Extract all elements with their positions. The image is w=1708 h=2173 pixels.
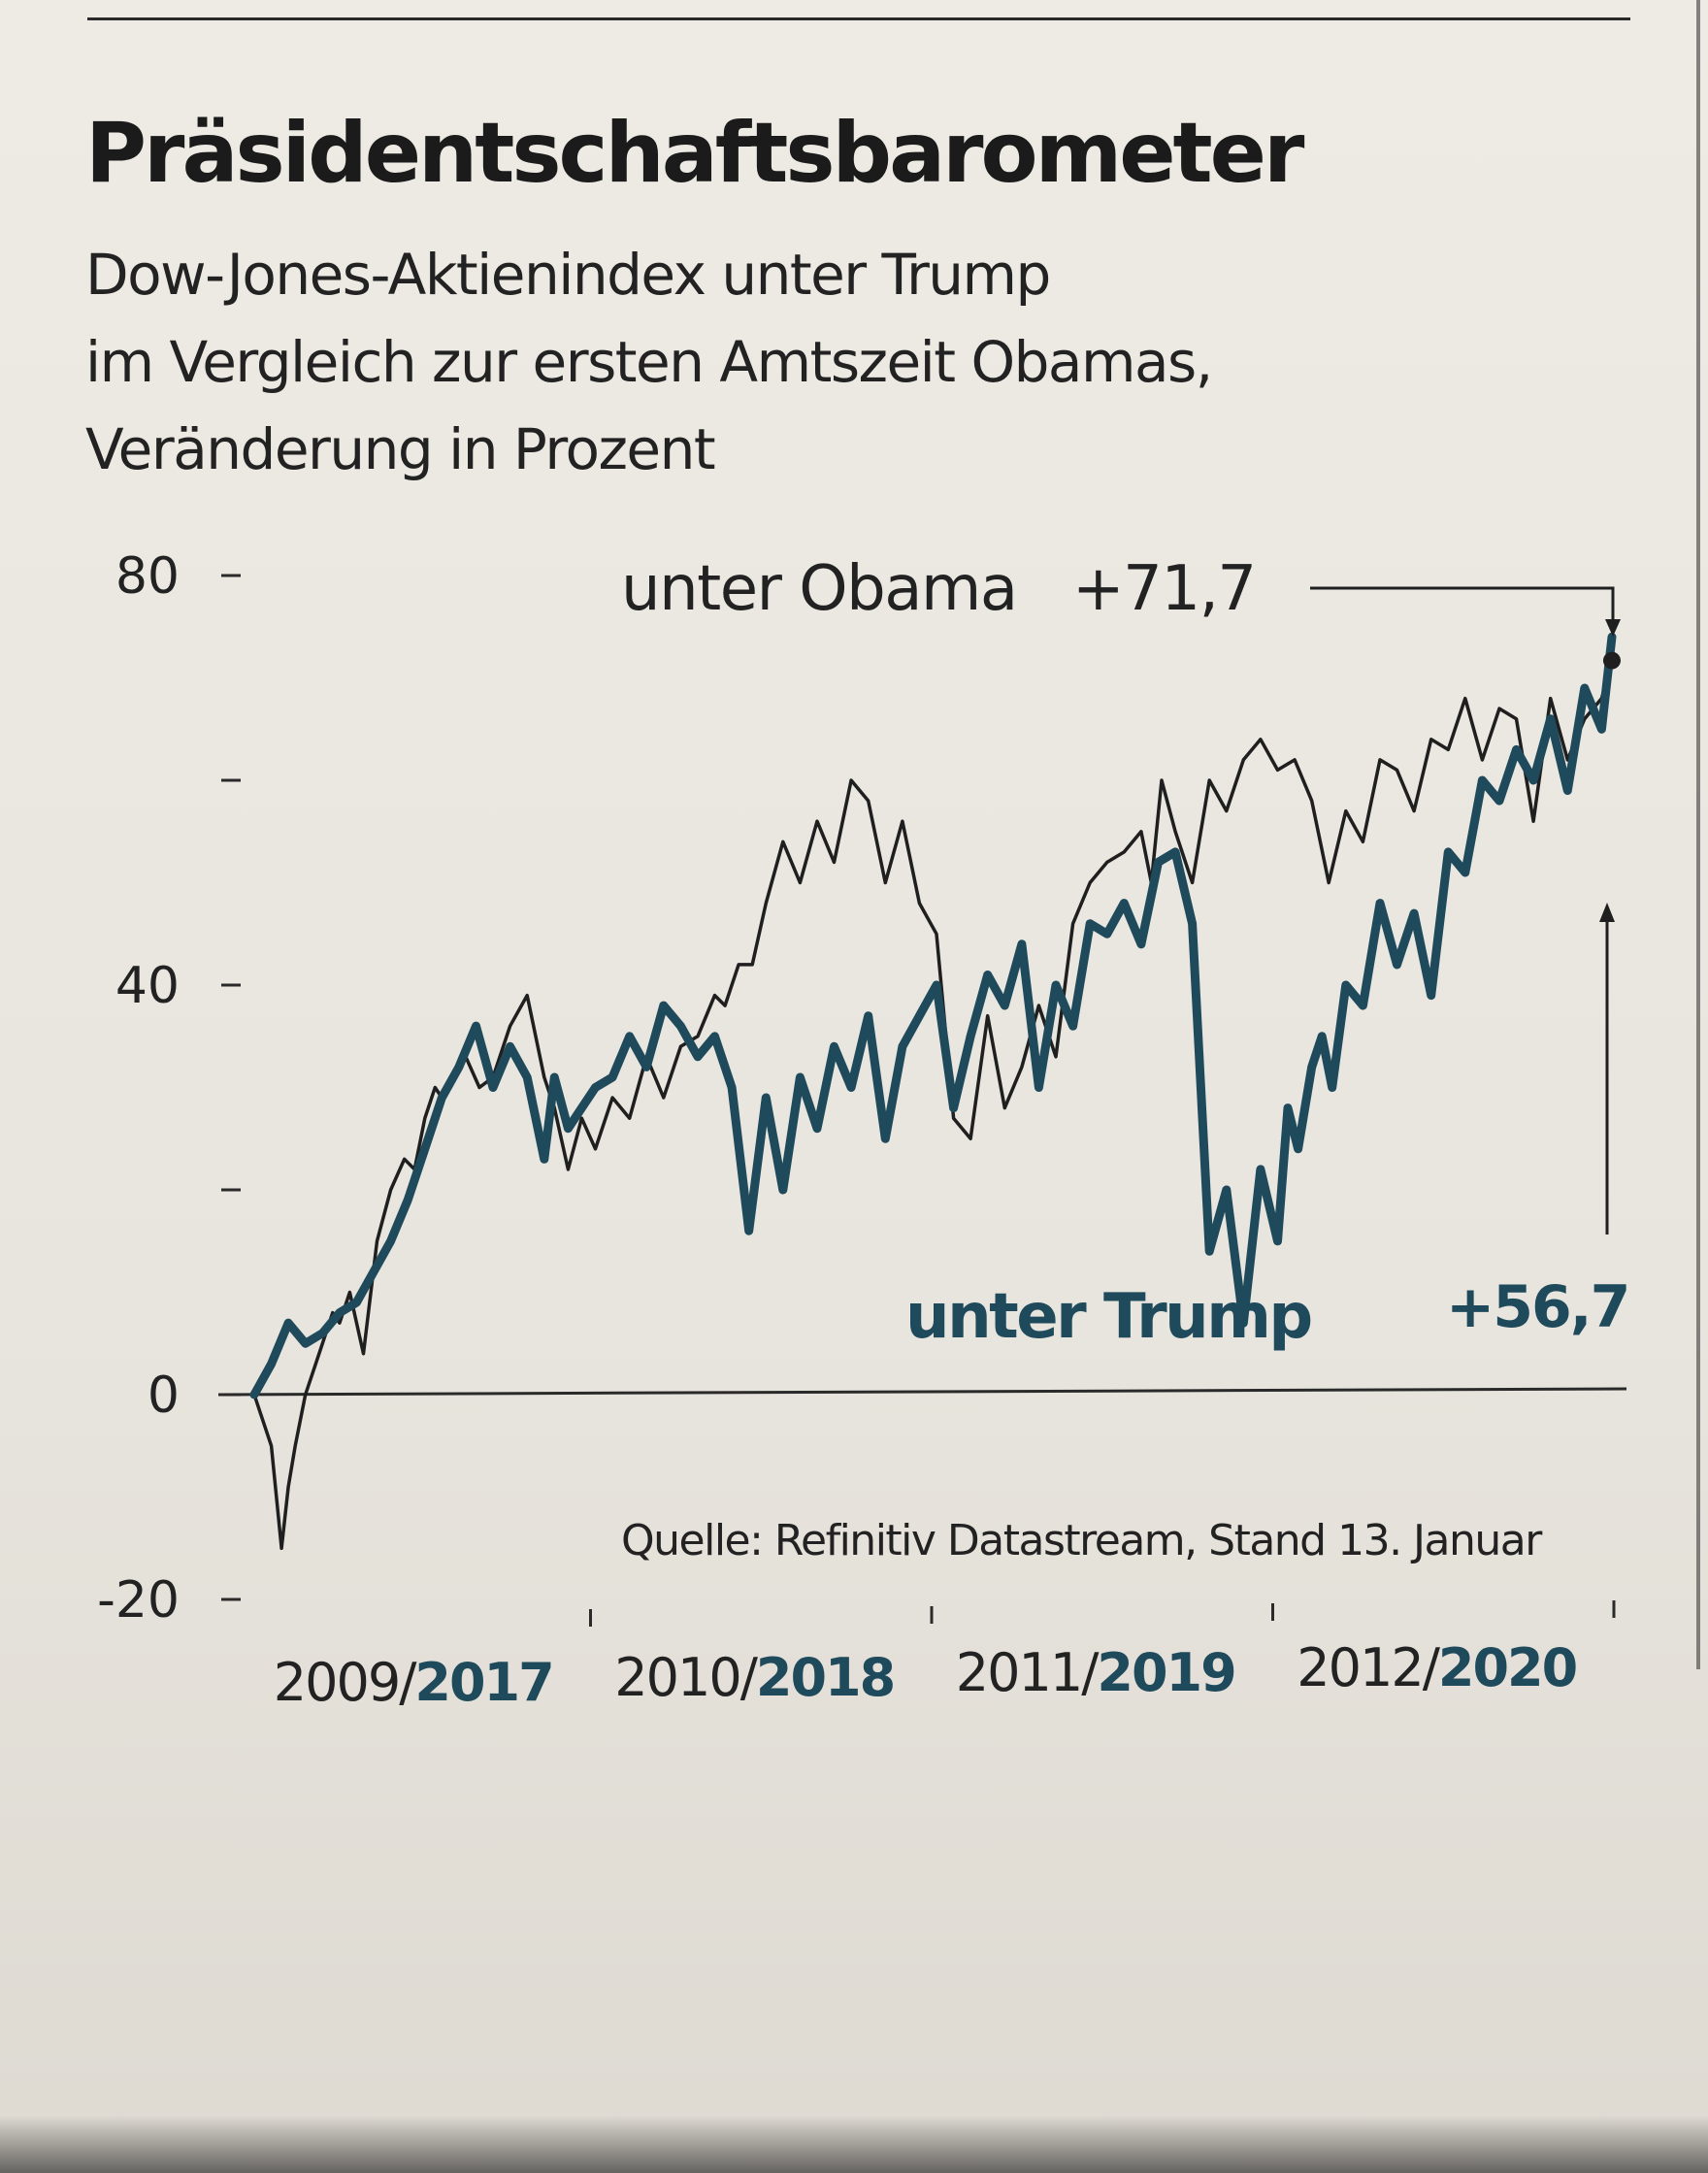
subtitle-line-1: Dow-Jones-Aktienindex unter Trump — [85, 242, 1051, 308]
top-rule — [87, 17, 1630, 20]
x-category-obama-year: 2012/ — [1297, 1637, 1440, 1698]
y-tick-label-5: -20 — [97, 1571, 180, 1630]
x-category-label-3: 2012/2020 — [1297, 1637, 1576, 1698]
y-tick-label-2: 40 — [115, 957, 180, 1015]
subtitle-line-3: Veränderung in Prozent — [85, 416, 716, 482]
page-shadow — [0, 2116, 1708, 2173]
x-category-trump-year: 2017 — [414, 1652, 552, 1713]
x-category-label-0: 2009/2017 — [274, 1652, 553, 1713]
subtitle-line-2: im Vergleich zur ersten Amtszeit Obamas, — [85, 329, 1213, 395]
obama-end-marker — [1602, 651, 1621, 670]
x-category-trump-year: 2020 — [1438, 1637, 1576, 1698]
trump-annotation-arrowhead — [1599, 903, 1615, 922]
y-tick-label-4: 0 — [148, 1366, 180, 1425]
trump-series-label: unter Trump — [905, 1281, 1311, 1353]
x-category-obama-year: 2011/ — [956, 1642, 1100, 1703]
x-category-label-2: 2011/2019 — [956, 1642, 1235, 1703]
x-category-trump-year: 2018 — [756, 1647, 894, 1708]
source-note: Quelle: Refinitiv Datastream, Stand 13. … — [621, 1516, 1543, 1565]
chart-subtitle: Dow-Jones-Aktienindex unter Trump im Ver… — [85, 231, 1493, 493]
x-category-obama-year: 2009/ — [274, 1652, 417, 1713]
obama-series-line — [252, 658, 1614, 1551]
obama-series-label: unter Obama — [621, 553, 1017, 625]
trump-end-value-label: +56,7 — [1446, 1273, 1628, 1341]
zero-baseline — [217, 1387, 1627, 1397]
x-category-trump-year: 2019 — [1097, 1642, 1234, 1703]
obama-annotation-connector — [1310, 586, 1615, 621]
x-category-label-1: 2010/2018 — [614, 1647, 894, 1708]
y-tick-label-0: 80 — [115, 547, 180, 606]
obama-annotation-arrowhead — [1605, 619, 1621, 637]
trump-series-line — [249, 632, 1617, 1399]
x-category-obama-year: 2010/ — [614, 1647, 758, 1708]
obama-end-value-label: +71,7 — [1072, 553, 1256, 625]
page-edge — [1696, 0, 1700, 1669]
chart-title: Präsidentschaftsbarometer — [85, 105, 1304, 202]
